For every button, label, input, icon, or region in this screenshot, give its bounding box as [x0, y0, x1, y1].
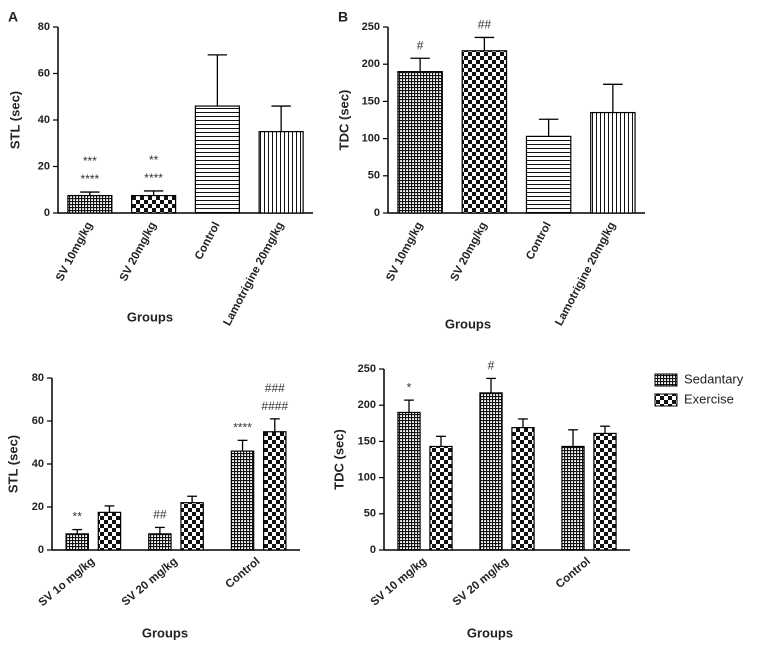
y-tick-label: 0 — [44, 207, 50, 219]
bar — [263, 431, 287, 551]
bar — [194, 105, 240, 214]
y-tick-label: 100 — [358, 472, 376, 484]
legend-swatch — [654, 393, 678, 407]
bar — [180, 502, 204, 551]
annotation: **** — [233, 421, 252, 435]
y-tick-label: 20 — [32, 501, 44, 513]
legend-label: Sedantary — [684, 371, 744, 386]
annotation: #### — [261, 399, 288, 413]
bar — [461, 50, 508, 214]
x-axis-label: Groups — [127, 309, 173, 324]
x-tick-label: Control — [224, 555, 263, 590]
x-tick-label: SV 10mg/kg — [384, 220, 425, 283]
annotation: *** — [83, 154, 97, 168]
bar — [590, 111, 636, 214]
x-tick-label: Lamotrigine 20mg/kg — [222, 220, 287, 328]
y-tick-label: 200 — [362, 58, 380, 70]
bar — [397, 71, 443, 214]
x-tick-label: SV 20mg/kg — [448, 220, 489, 283]
bar — [97, 511, 122, 551]
y-tick-label: 40 — [32, 458, 44, 470]
y-tick-label: 0 — [374, 207, 380, 219]
y-tick-label: 250 — [362, 21, 380, 33]
annotation: ** — [73, 510, 83, 524]
y-tick-label: 20 — [38, 160, 50, 172]
bar — [131, 194, 177, 214]
y-tick-label: 60 — [38, 67, 50, 79]
y-tick-label: 50 — [368, 170, 380, 182]
x-axis-label: Groups — [445, 316, 491, 331]
y-axis-label: STL (sec) — [5, 435, 20, 493]
x-tick-label: Lamotrigine 20mg/kg — [553, 220, 618, 328]
bar — [525, 135, 572, 214]
annotation: # — [417, 38, 424, 52]
x-tick-label: SV 10 mg/kg — [369, 555, 429, 608]
bar — [148, 533, 172, 551]
x-tick-label: SV 20mg/kg — [118, 220, 159, 283]
annotation: **** — [81, 172, 100, 186]
y-tick-label: 100 — [362, 133, 380, 145]
panel-label: B — [338, 9, 348, 25]
bar — [230, 450, 255, 551]
x-axis-label: Groups — [467, 625, 513, 640]
y-tick-label: 80 — [38, 21, 50, 33]
annotation: ## — [153, 508, 167, 522]
y-tick-label: 0 — [38, 544, 44, 556]
bar — [258, 131, 304, 214]
annotation: * — [407, 380, 412, 394]
y-tick-label: 80 — [32, 372, 44, 384]
panel-label: A — [8, 9, 18, 25]
y-tick-label: 60 — [32, 415, 44, 427]
y-tick-label: 40 — [38, 114, 50, 126]
bar — [65, 533, 89, 551]
legend-label: Exercise — [684, 391, 734, 406]
bar — [479, 392, 503, 551]
y-axis-label: STL (sec) — [7, 91, 22, 149]
annotation: ### — [265, 381, 285, 395]
x-tick-label: Control — [193, 220, 223, 262]
bar — [397, 411, 421, 551]
y-tick-label: 150 — [362, 95, 380, 107]
bar — [561, 445, 585, 551]
x-tick-label: SV 1o mg/kg — [37, 555, 98, 609]
legend-swatch — [654, 373, 678, 387]
y-axis-label: TDC (sec) — [336, 90, 351, 151]
x-tick-label: SV 10mg/kg — [54, 220, 95, 283]
y-tick-label: 250 — [358, 363, 376, 375]
x-tick-label: Control — [524, 220, 554, 262]
bar — [67, 194, 113, 214]
x-axis-label: Groups — [142, 625, 188, 640]
annotation: **** — [144, 171, 163, 185]
annotation: ## — [478, 18, 492, 32]
y-axis-label: TDC (sec) — [331, 429, 346, 490]
annotation: ** — [149, 153, 159, 167]
y-tick-label: 200 — [358, 399, 376, 411]
x-tick-label: SV 20 mg/kg — [120, 555, 180, 608]
bar — [593, 432, 617, 551]
bar — [511, 427, 535, 551]
bar — [429, 445, 453, 551]
y-tick-label: 150 — [358, 435, 376, 447]
x-tick-label: Control — [554, 555, 593, 590]
x-tick-label: SV 20 mg/kg — [451, 555, 511, 608]
y-tick-label: 50 — [364, 508, 376, 520]
annotation: # — [488, 359, 495, 373]
y-tick-label: 0 — [370, 544, 376, 556]
